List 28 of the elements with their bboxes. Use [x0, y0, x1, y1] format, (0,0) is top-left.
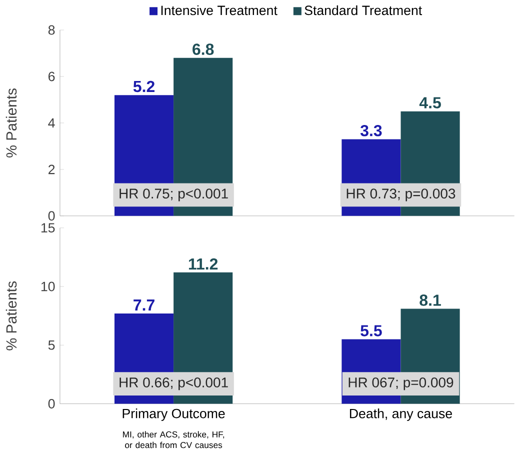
legend-label: Intensive Treatment — [161, 5, 278, 15]
y-tick-label: 4 — [48, 118, 55, 128]
legend-label: Standard Treatment — [304, 5, 422, 15]
y-tick-label: 5 — [48, 340, 55, 350]
y-tick-label: 15 — [41, 223, 55, 232]
annotation: HR 0.73; p=0.003 — [346, 188, 456, 202]
x-tick-label: Primary Outcome — [122, 408, 225, 421]
data-label: 7.7 — [134, 299, 154, 310]
data-label: 5.2 — [133, 80, 154, 92]
annotation: HR 067; p=0.009 — [348, 377, 454, 390]
data-label: 8.1 — [420, 294, 441, 306]
y-tick-label: 0 — [48, 398, 55, 408]
text: MI, other ACS, stroke, HF, or death from CV causes — [123, 430, 224, 448]
y-tick-label: 10 — [41, 282, 55, 292]
data-label: 3.3 — [360, 124, 382, 136]
data-label: 5.5 — [360, 325, 382, 336]
data-label: 11.2 — [188, 258, 218, 270]
annotation: HR 0.75; p<0.001 — [120, 188, 228, 202]
data-label: 6.8 — [192, 43, 214, 55]
annotation: HR 0.66; p<0.001 — [120, 377, 228, 390]
y-tick-label: 0 — [48, 210, 55, 220]
y-tick-label: 8 — [48, 25, 55, 35]
y-axis-title: % Patients — [6, 281, 17, 350]
data-label: 4.5 — [419, 97, 441, 108]
y-tick-label: 2 — [48, 164, 55, 174]
x-tick-label: Death, any cause — [350, 408, 452, 421]
y-axis-title: % Patients — [6, 88, 17, 158]
y-tick-label: 6 — [48, 72, 55, 82]
